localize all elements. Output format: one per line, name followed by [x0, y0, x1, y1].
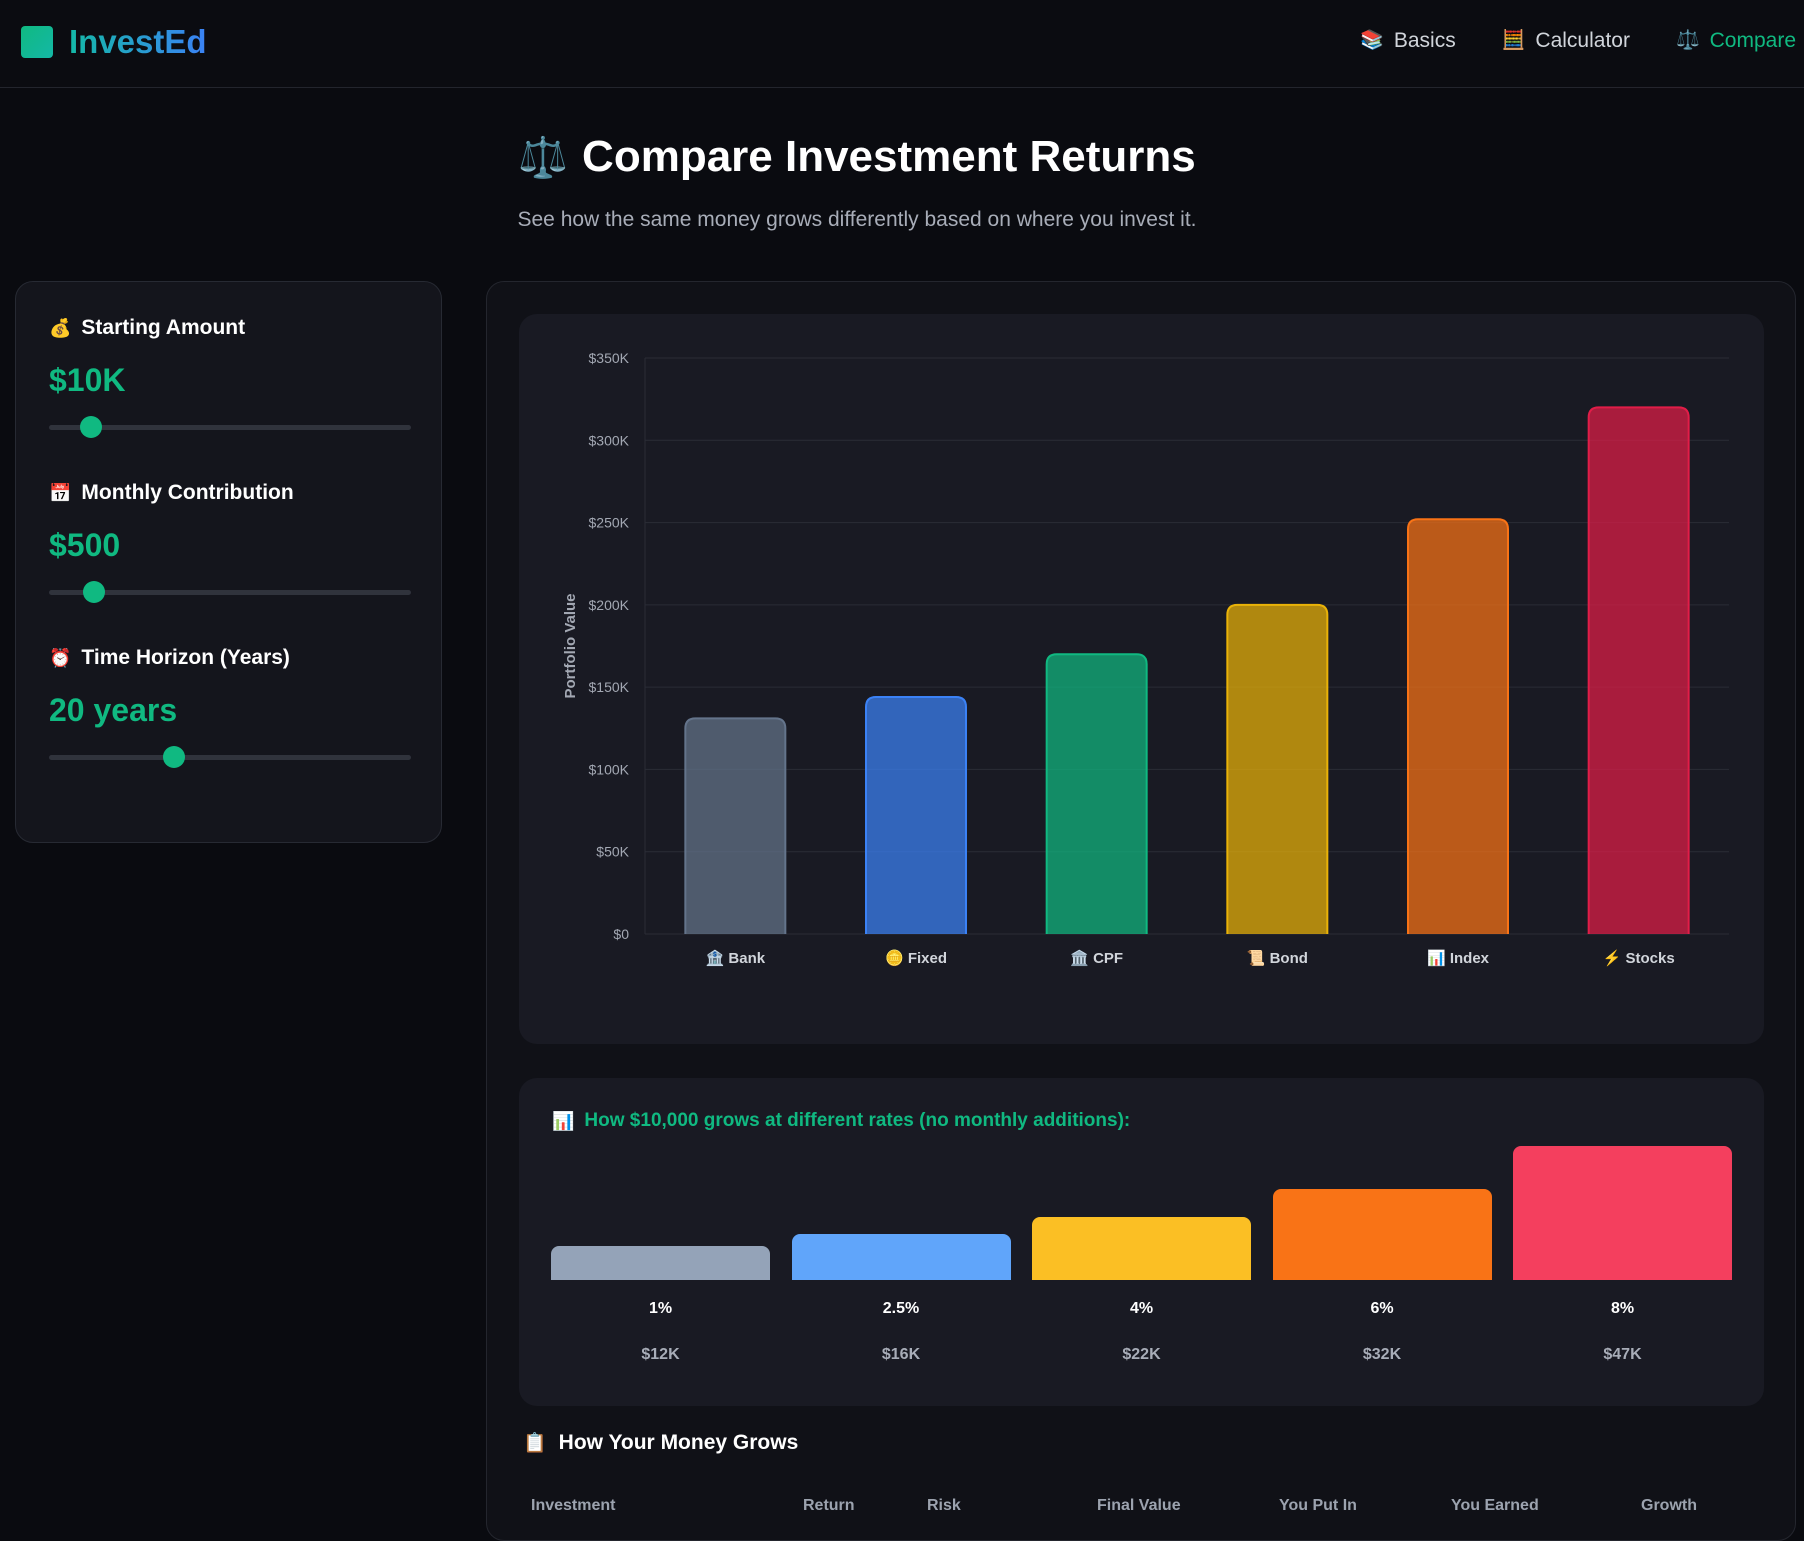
monthly-contribution-label: 📅 Monthly Contribution — [49, 481, 411, 505]
nav-compare-link[interactable]: ⚖️ Compare — [1676, 26, 1796, 56]
rate-percent-label: 2.5% — [882, 1300, 920, 1317]
y-tick-label: $350K — [589, 350, 630, 366]
y-tick-label: $100K — [589, 761, 630, 777]
rate-value-label: $22K — [1122, 1346, 1161, 1363]
bar-4 — [1226, 603, 1329, 934]
nav-calculator-link[interactable]: 🧮 Calculator — [1502, 26, 1630, 56]
rates-card: 📊 How $10,000 grows at different rates (… — [519, 1078, 1764, 1406]
starting-amount-control: 💰 Starting Amount $10K — [49, 316, 411, 438]
rate-bar — [1032, 1217, 1251, 1280]
table-header-you-earned[interactable]: You Earned — [1451, 1497, 1539, 1514]
time-horizon-control: ⏰ Time Horizon (Years) 20 years — [49, 646, 411, 768]
rate-bar — [551, 1246, 770, 1280]
rate-bar — [791, 1234, 1011, 1280]
main-nav: 📚 Basics 🧮 Calculator ⚖️ Compare — [1314, 26, 1796, 56]
rate-value-label: $12K — [641, 1346, 680, 1363]
page-subtitle: See how the same money grows differently… — [517, 208, 1197, 231]
page-title-text: Compare Investment Returns — [582, 132, 1196, 181]
bar-5 — [1407, 518, 1509, 934]
growth-table-title: 📋 How Your Money Grows — [523, 1431, 798, 1455]
bar-1 — [684, 717, 787, 934]
monthly-contribution-label-text: Monthly Contribution — [81, 481, 294, 504]
books-icon: 📚 — [1360, 30, 1384, 51]
x-tick-label: 🪙 Fixed — [885, 949, 947, 967]
rate-bar — [1513, 1146, 1732, 1280]
y-axis-title: Portfolio Value — [562, 593, 579, 698]
time-horizon-value: 20 years — [49, 692, 178, 728]
abacus-icon: 🧮 — [1501, 30, 1526, 51]
y-tick-label: $250K — [589, 515, 630, 531]
page-title: ⚖️ Compare Investment Returns — [0, 132, 1804, 182]
calendar-icon: 📅 — [49, 482, 72, 503]
nav-calculator-label: Calculator — [1535, 29, 1630, 52]
table-header-investment[interactable]: Investment — [531, 1497, 616, 1514]
time-horizon-slider[interactable] — [49, 746, 411, 768]
rate-percent-label: 8% — [1610, 1300, 1635, 1317]
monthly-contribution-control: 📅 Monthly Contribution $500 — [49, 481, 411, 603]
rates-title-text: How $10,000 grows at different rates (no… — [584, 1110, 1131, 1131]
time-horizon-slider-thumb[interactable] — [162, 746, 185, 768]
y-tick-label: $50K — [596, 844, 629, 860]
rate-column: 1% $12K — [551, 1148, 770, 1378]
y-tick-label: $0 — [613, 926, 629, 942]
alarm-clock-icon: ⏰ — [49, 647, 72, 668]
top-navigation-bar: InvestEd 📚 Basics 🧮 Calculator ⚖️ Compar… — [0, 0, 1804, 88]
time-horizon-label: ⏰ Time Horizon (Years) — [49, 646, 411, 670]
portfolio-bar-chart: $0 $50K $100K $150K $200K $250K $300K $350K Port… — [562, 350, 1729, 967]
table-header-return[interactable]: Return — [803, 1497, 855, 1514]
controls-panel: 💰 Starting Amount $10K 📅 Monthly Contrib… — [15, 281, 442, 843]
clipboard-icon: 📋 — [523, 1433, 547, 1454]
rate-percent-label: 4% — [1129, 1300, 1154, 1317]
y-tick-label: $150K — [589, 679, 630, 695]
x-tick-label: 🏦 Bank — [706, 949, 766, 967]
brand-logo[interactable]: InvestEd — [21, 22, 207, 62]
rate-column: 6% $32K — [1272, 1148, 1492, 1378]
table-header-you-put-in[interactable]: You Put In — [1279, 1497, 1357, 1514]
rate-value-label: $47K — [1603, 1346, 1642, 1363]
rate-bar — [1272, 1189, 1492, 1280]
rate-column: 4% $22K — [1032, 1148, 1251, 1378]
starting-amount-label-text: Starting Amount — [81, 316, 246, 339]
monthly-contribution-slider[interactable] — [49, 581, 411, 603]
balance-scale-icon: ⚖️ — [518, 136, 569, 180]
bar-2 — [865, 696, 967, 934]
growth-table-title-text: How Your Money Grows — [558, 1431, 799, 1454]
balance-scale-icon: ⚖️ — [1675, 30, 1700, 51]
table-header-growth[interactable]: Growth — [1641, 1497, 1697, 1514]
monthly-contribution-value: $500 — [49, 527, 121, 563]
bar-chart-icon: 📊 — [552, 1110, 575, 1131]
comparison-panel: $0 $50K $100K $150K $200K $250K $300K $350K Port… — [486, 281, 1796, 1541]
rate-percent-label: 6% — [1370, 1300, 1394, 1317]
starting-amount-label: 💰 Starting Amount — [49, 316, 411, 340]
x-tick-label: 📜 Bond — [1247, 949, 1308, 967]
rate-value-label: $16K — [881, 1346, 921, 1363]
y-tick-label: $200K — [589, 597, 630, 613]
nav-basics-label: Basics — [1393, 29, 1456, 52]
money-bag-icon: 💰 — [49, 317, 72, 338]
portfolio-chart-card: $0 $50K $100K $150K $200K $250K $300K $350K Port… — [519, 314, 1764, 1044]
bar-6 — [1587, 406, 1690, 934]
x-tick-label: ⚡ Stocks — [1603, 949, 1675, 967]
rate-column: 2.5% $16K — [791, 1148, 1011, 1378]
time-horizon-label-text: Time Horizon (Years) — [81, 646, 290, 669]
rate-percent-label: 1% — [648, 1300, 673, 1317]
table-header-final-value[interactable]: Final Value — [1097, 1497, 1181, 1514]
rates-title: 📊 How $10,000 grows at different rates (… — [552, 1110, 1130, 1132]
nav-basics-link[interactable]: 📚 Basics — [1360, 26, 1456, 56]
rate-value-label: $32K — [1362, 1346, 1402, 1363]
monthly-contribution-slider-thumb[interactable] — [83, 581, 106, 603]
growth-table-header: Investment Return Risk Final Value You P… — [487, 1497, 1797, 1527]
y-tick-label: $300K — [589, 432, 630, 448]
bar-3 — [1045, 653, 1148, 934]
brand-logo-icon — [21, 26, 53, 58]
x-tick-label: 🏛️ CPF — [1070, 949, 1123, 967]
table-header-risk[interactable]: Risk — [927, 1497, 961, 1514]
rate-column: 8% $47K — [1513, 1146, 1732, 1378]
brand-name: InvestEd — [69, 23, 207, 60]
nav-compare-label: Compare — [1709, 29, 1796, 52]
starting-amount-slider-thumb[interactable] — [79, 416, 102, 438]
starting-amount-value: $10K — [49, 362, 126, 398]
starting-amount-slider[interactable] — [49, 416, 411, 438]
x-tick-label: 📊 Index — [1427, 949, 1490, 967]
